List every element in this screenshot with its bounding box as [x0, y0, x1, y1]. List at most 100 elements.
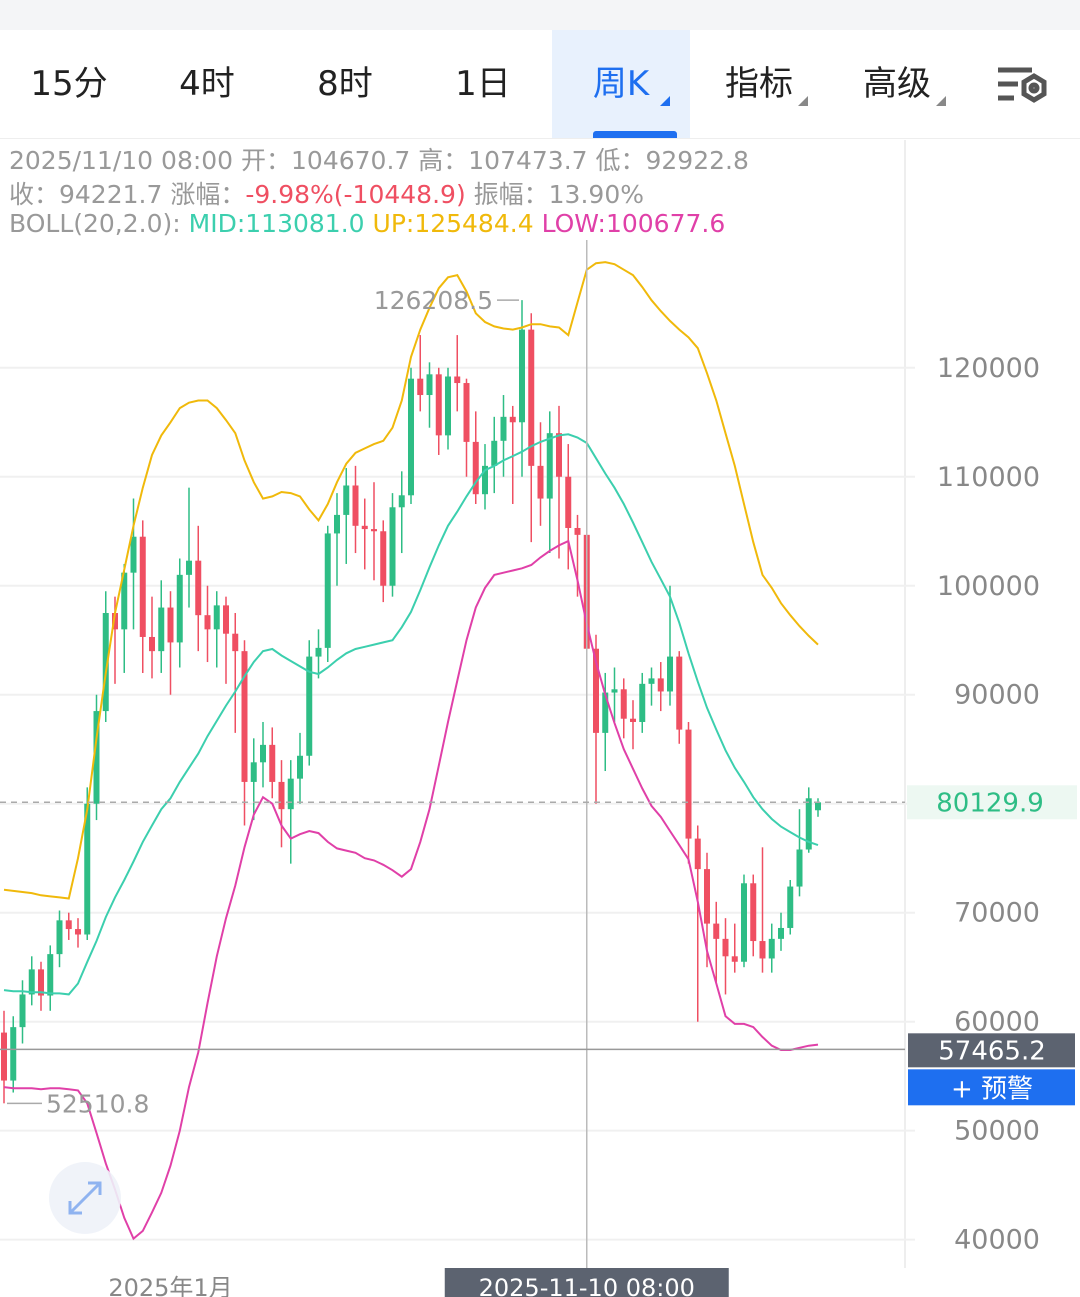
candle-body	[472, 441, 479, 495]
candle-body	[805, 798, 812, 850]
candle-body	[408, 378, 414, 496]
candle-body	[509, 416, 516, 423]
candle-body	[787, 886, 794, 928]
info-line: 收：94221.7 涨幅：-9.98%(-10448.9) 振幅：13.90%	[9, 175, 644, 211]
candle-body	[722, 938, 729, 957]
candle-body	[343, 485, 350, 515]
candle-body	[546, 433, 553, 499]
candle-body	[47, 954, 54, 996]
candle-body	[260, 744, 266, 763]
candle-body	[56, 920, 63, 955]
dropdown-arrow	[660, 96, 670, 106]
dropdown-arrow	[936, 96, 946, 106]
candle-body	[556, 433, 562, 477]
candle-body	[84, 803, 91, 935]
candle-body	[463, 383, 470, 442]
candle-body	[158, 607, 165, 652]
boll-low: LOW:100677.6	[541, 209, 726, 238]
change-text: -9.98%(-10448.9)	[245, 180, 466, 209]
settings-icon[interactable]	[998, 67, 1047, 103]
candle-body	[28, 969, 35, 995]
candle-body	[389, 507, 396, 586]
boll-line	[3, 539, 819, 1241]
candle-body	[731, 956, 738, 962]
boll-legend: BOLL(20,2.0): MID:113081.0 UP:125484.4 L…	[9, 209, 725, 238]
boll-up: UP:125484.4	[372, 209, 534, 238]
info-line: 2025/11/10 08:00 开：104670.7 高：107473.7 低…	[9, 146, 749, 175]
candle-body	[315, 647, 322, 657]
y-tick-label: 90000	[954, 680, 1040, 711]
candle-body	[65, 920, 72, 930]
candle-body	[741, 883, 747, 962]
candle-body	[713, 923, 720, 939]
candle-body	[297, 755, 303, 779]
tab[interactable]: 周K	[552, 30, 690, 138]
expand-icon	[68, 1181, 102, 1215]
candle-body	[815, 802, 821, 811]
alert-label: 57465.2	[938, 1036, 1046, 1066]
candle-body	[685, 729, 692, 839]
candle-body	[186, 560, 192, 575]
tab[interactable]: 15分	[30, 64, 108, 104]
icons	[998, 67, 1047, 103]
info-text: 收：94221.7 涨幅：	[9, 180, 246, 209]
candle-body	[102, 612, 109, 712]
x-tick-label: 2025-11-10 08:00	[479, 1274, 695, 1297]
status-bar	[0, 0, 1080, 30]
alert-button[interactable]: + 预警	[908, 1069, 1075, 1106]
candle-body	[167, 607, 174, 643]
candle-body	[519, 329, 525, 423]
y-tick-label: 60000	[954, 1007, 1040, 1038]
y-tick-label: 120000	[937, 353, 1040, 384]
candle-body	[500, 416, 507, 441]
candle-body	[657, 678, 664, 692]
candle-body	[426, 374, 433, 396]
dropdown-arrow	[798, 96, 808, 106]
candle-body	[528, 329, 535, 466]
candle-body	[130, 536, 137, 573]
candle-body	[694, 838, 701, 870]
candle-body	[19, 994, 26, 1028]
y-tick-label: 70000	[954, 898, 1040, 929]
candle-body	[667, 656, 673, 692]
crosshair-label-box	[444, 1268, 729, 1297]
candle-body	[204, 615, 211, 630]
candle-body	[750, 883, 757, 942]
tab[interactable]: 高级	[863, 64, 931, 104]
candle-body	[380, 531, 387, 586]
tab-bar: 15分 4时 8时 1日 周K 指标 高级	[0, 30, 1080, 139]
candle-body	[574, 527, 581, 535]
y-tick-label: 40000	[954, 1225, 1040, 1256]
tab[interactable]: 指标	[725, 64, 793, 104]
candle-body	[454, 376, 461, 384]
alert-button-label: + 预警	[951, 1074, 1033, 1104]
candle-body	[417, 378, 424, 396]
tab[interactable]: 4时	[179, 64, 235, 104]
last-price-label: 80129.9	[936, 788, 1044, 818]
candle-body	[75, 929, 81, 935]
candle-body	[334, 514, 340, 534]
candle-body	[704, 869, 710, 924]
y-tick-label: 110000	[937, 462, 1040, 493]
candle-body	[361, 525, 368, 530]
candle-body	[176, 574, 183, 643]
candle-body	[139, 536, 146, 637]
candle-body	[371, 529, 377, 532]
candle-body	[482, 465, 488, 495]
tab[interactable]: 8时	[317, 64, 373, 104]
candle-body	[10, 1027, 17, 1081]
candle-body	[796, 849, 803, 887]
last-price-box	[907, 785, 1077, 820]
y-tick-label: 50000	[954, 1116, 1040, 1147]
candle-body	[435, 374, 442, 436]
expand-button[interactable]	[49, 1162, 121, 1234]
tab[interactable]: 1日	[455, 64, 511, 104]
candle-body	[620, 689, 627, 719]
candle-body	[324, 533, 331, 648]
candle-body	[778, 927, 784, 939]
candle-body	[352, 485, 359, 526]
candle-body	[602, 692, 609, 733]
candle-body	[241, 651, 248, 782]
